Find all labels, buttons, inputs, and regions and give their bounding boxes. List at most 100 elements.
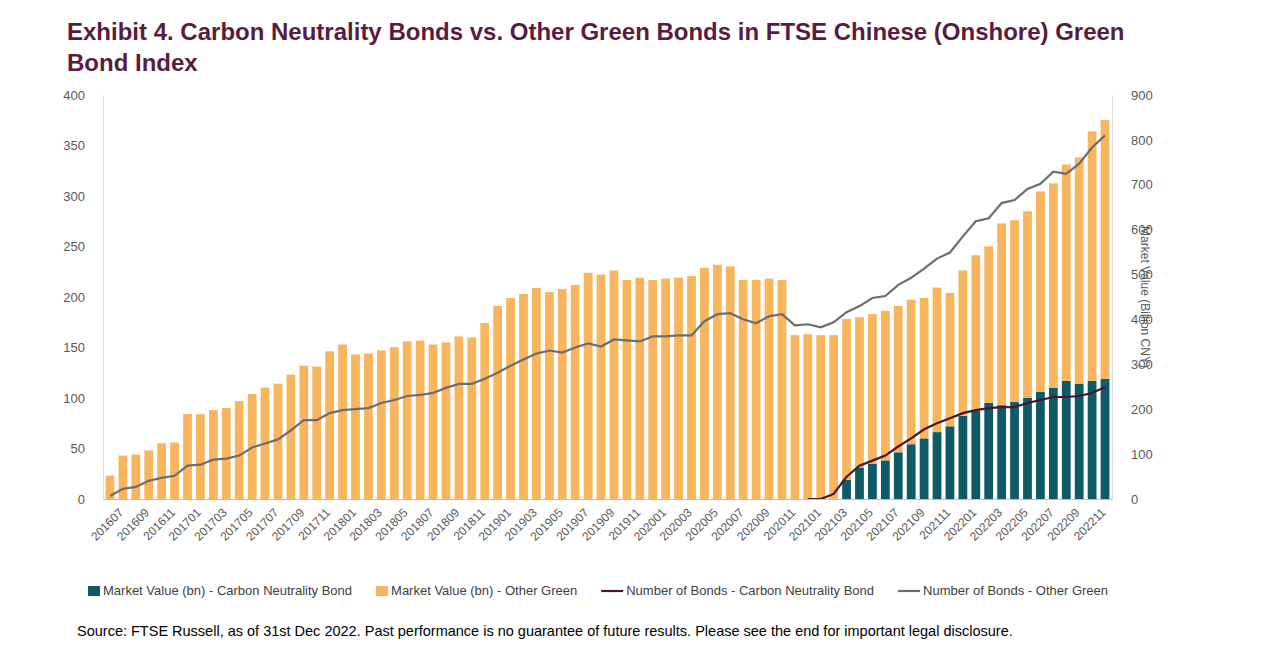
- x-tick-label: 202211: [1071, 505, 1109, 543]
- bar: [868, 464, 877, 499]
- y-tick: 400: [63, 88, 103, 103]
- bar: [752, 280, 761, 499]
- bar: [170, 442, 179, 499]
- bar: [403, 341, 412, 499]
- y2-tick-label: 100: [1131, 447, 1153, 462]
- line: [110, 135, 1105, 496]
- x-axis-line: [104, 499, 1113, 500]
- bar: [1088, 381, 1097, 499]
- bar: [390, 347, 399, 499]
- legend-swatch: [601, 590, 623, 592]
- bar: [933, 432, 942, 499]
- bar: [907, 300, 916, 445]
- bar: [157, 443, 166, 499]
- legend-label: Number of Bonds - Other Green: [923, 583, 1108, 598]
- legend-item: Number of Bonds - Carbon Neutrality Bond: [601, 583, 874, 598]
- bar: [855, 468, 864, 499]
- bar: [519, 294, 528, 499]
- x-axis: 2016072016092016112017012017032017052017…: [88, 499, 1112, 544]
- bar: [971, 411, 980, 499]
- bar: [803, 334, 812, 499]
- bar: [1075, 384, 1084, 499]
- bar: [920, 298, 929, 439]
- bar: [1010, 220, 1019, 402]
- y-axis-line: [103, 96, 104, 500]
- bar: [571, 285, 580, 499]
- bar: [545, 292, 554, 499]
- y2-tick-label: 900: [1131, 88, 1153, 103]
- line: [808, 387, 1105, 499]
- bar-series: [106, 120, 1110, 499]
- bar: [997, 223, 1006, 405]
- y-tick: 100: [63, 391, 103, 406]
- bar: [971, 255, 980, 411]
- bar: [196, 414, 205, 499]
- bar: [584, 273, 593, 499]
- legend-label: Market Value (bn) - Carbon Neutrality Bo…: [103, 583, 352, 598]
- bar: [597, 275, 606, 499]
- bar: [131, 455, 140, 499]
- bar: [1075, 157, 1084, 383]
- bar: [894, 452, 903, 499]
- bar: [687, 276, 696, 499]
- bar: [558, 289, 567, 499]
- bar: [726, 266, 735, 499]
- y-tick-label: 150: [63, 340, 85, 355]
- y2-tick-label: 700: [1131, 177, 1153, 192]
- bar: [984, 246, 993, 403]
- bar: [894, 306, 903, 452]
- y-tick-label: 300: [63, 189, 85, 204]
- bar: [842, 319, 851, 480]
- y2-tick-label: 800: [1131, 133, 1153, 148]
- bar: [610, 271, 619, 499]
- bar: [713, 265, 722, 499]
- y2-tick-label: 0: [1131, 492, 1138, 507]
- y-tick-label: 400: [63, 88, 85, 103]
- bar: [648, 280, 657, 499]
- bar: [1062, 381, 1071, 499]
- y-tick-label: 50: [71, 441, 85, 456]
- legend-label: Number of Bonds - Carbon Neutrality Bond: [626, 583, 874, 598]
- chart-svg: Exhibit 4. Carbon Neutrality Bonds vs. O…: [0, 0, 1280, 654]
- bar: [635, 278, 644, 499]
- bar: [622, 280, 631, 499]
- legend: Market Value (bn) - Carbon Neutrality Bo…: [88, 583, 1108, 598]
- bar: [312, 367, 321, 499]
- legend-swatch: [88, 586, 100, 596]
- bar: [442, 342, 451, 499]
- bar: [958, 416, 967, 499]
- bar: [1049, 388, 1058, 499]
- y-tick-label: 350: [63, 138, 85, 153]
- source: Source: FTSE Russell, as of 31st Dec 202…: [77, 623, 1013, 639]
- legend-swatch: [376, 586, 388, 596]
- bar: [1101, 120, 1110, 379]
- bar: [299, 366, 308, 499]
- bar: [506, 298, 515, 499]
- y2-tick-label: 200: [1131, 402, 1153, 417]
- bar: [881, 311, 890, 460]
- bar: [325, 351, 334, 499]
- bar: [829, 335, 838, 499]
- bar: [778, 280, 787, 499]
- bar: [144, 451, 153, 499]
- y2-tick: 900: [1112, 88, 1153, 103]
- y2-axis-line: [1112, 96, 1113, 500]
- bar: [454, 337, 463, 499]
- y2-tick: 700: [1112, 177, 1153, 192]
- bar: [1049, 183, 1058, 387]
- bar: [920, 438, 929, 499]
- y-tick-label: 250: [63, 239, 85, 254]
- bar: [235, 401, 244, 499]
- bar: [222, 408, 231, 499]
- bar: [946, 426, 955, 499]
- bar: [1036, 392, 1045, 499]
- bar: [765, 279, 774, 499]
- y-tick: 200: [63, 290, 103, 305]
- bar: [1036, 192, 1045, 392]
- bar: [816, 335, 825, 499]
- bar: [467, 337, 476, 499]
- legend-swatch: [898, 590, 920, 592]
- y2-tick: 200: [1112, 402, 1153, 417]
- bar: [480, 323, 489, 499]
- bar: [907, 444, 916, 499]
